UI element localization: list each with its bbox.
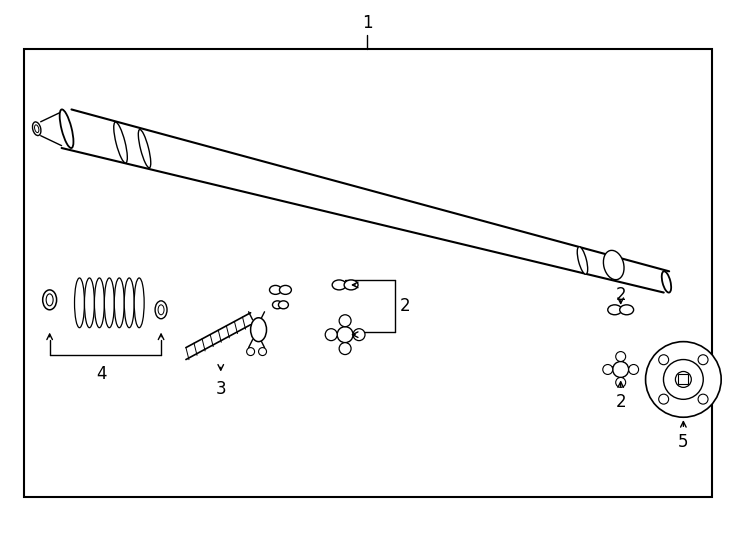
Circle shape [339, 315, 351, 327]
Circle shape [339, 342, 351, 355]
Ellipse shape [114, 122, 127, 163]
Ellipse shape [619, 305, 633, 315]
Ellipse shape [608, 305, 622, 315]
Ellipse shape [32, 122, 41, 136]
Ellipse shape [46, 294, 53, 306]
Ellipse shape [104, 278, 115, 328]
Ellipse shape [95, 278, 104, 328]
Bar [23, 49, 712, 497]
Ellipse shape [115, 278, 124, 328]
Ellipse shape [34, 125, 39, 133]
Circle shape [646, 342, 722, 417]
Circle shape [698, 394, 708, 404]
Ellipse shape [138, 130, 150, 168]
Ellipse shape [577, 247, 588, 274]
Ellipse shape [158, 305, 164, 315]
Circle shape [613, 361, 628, 377]
Ellipse shape [250, 318, 266, 342]
Text: 2: 2 [615, 286, 626, 304]
Circle shape [616, 377, 625, 387]
Ellipse shape [75, 278, 84, 328]
Circle shape [628, 364, 639, 374]
Ellipse shape [603, 251, 624, 280]
Ellipse shape [662, 271, 671, 293]
Circle shape [258, 348, 266, 355]
Ellipse shape [344, 280, 358, 290]
Circle shape [658, 355, 669, 365]
Ellipse shape [155, 301, 167, 319]
Circle shape [325, 329, 337, 341]
Text: 3: 3 [216, 380, 226, 399]
Ellipse shape [124, 278, 134, 328]
Ellipse shape [43, 290, 57, 310]
Text: 5: 5 [678, 433, 688, 451]
Text: 1: 1 [362, 14, 372, 32]
Text: 2: 2 [615, 393, 626, 411]
Circle shape [353, 329, 365, 341]
Ellipse shape [134, 278, 144, 328]
Circle shape [664, 360, 703, 400]
Text: 2: 2 [399, 297, 410, 315]
Ellipse shape [84, 278, 95, 328]
Ellipse shape [278, 301, 288, 309]
Ellipse shape [59, 110, 73, 148]
Ellipse shape [269, 286, 281, 294]
Circle shape [616, 352, 625, 361]
Circle shape [337, 327, 353, 342]
Circle shape [675, 372, 691, 387]
Bar [678, 374, 688, 384]
Ellipse shape [272, 301, 283, 309]
Circle shape [698, 355, 708, 365]
Circle shape [658, 394, 669, 404]
Ellipse shape [280, 286, 291, 294]
Circle shape [247, 348, 255, 355]
Circle shape [603, 364, 613, 374]
Ellipse shape [333, 280, 346, 290]
Text: 4: 4 [96, 366, 106, 383]
